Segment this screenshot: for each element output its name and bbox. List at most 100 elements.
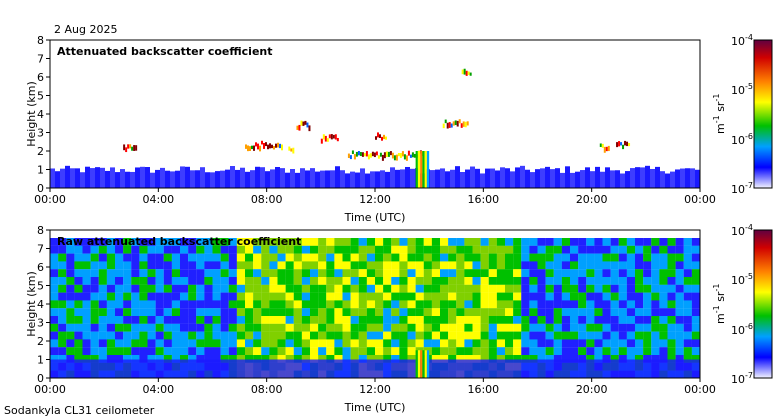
raw-noise-cell: [440, 300, 449, 309]
cloud-cell: [298, 124, 301, 131]
raw-noise-cell: [480, 316, 489, 324]
raw-noise-cell: [261, 339, 270, 348]
raw-noise-cell: [578, 355, 587, 363]
raw-noise-cell: [228, 292, 237, 301]
raw-noise-cell: [50, 292, 59, 301]
x-tick-label: 00:00: [684, 193, 716, 206]
raw-noise-cell: [188, 316, 197, 324]
raw-noise-cell: [578, 316, 587, 324]
raw-noise-cell: [50, 308, 59, 317]
raw-noise-cell: [188, 261, 197, 270]
raw-noise-cell: [334, 355, 343, 363]
y-tick-label: 2: [37, 335, 44, 348]
raw-noise-cell: [472, 323, 481, 332]
raw-noise-cell: [326, 339, 335, 348]
raw-noise-cell: [399, 308, 408, 317]
raw-noise-cell: [58, 245, 67, 254]
raw-noise-cell: [66, 323, 75, 332]
raw-noise-cell: [180, 308, 189, 317]
raw-noise-cell: [464, 323, 473, 332]
raw-noise-cell: [505, 269, 514, 278]
raw-noise-cell: [301, 323, 311, 332]
cloud-cell: [251, 145, 253, 150]
raw-noise-cell: [171, 331, 181, 340]
raw-noise-cell: [269, 316, 278, 324]
raw-noise-cell: [269, 277, 278, 285]
raw-noise-cell: [423, 323, 432, 332]
cloud-cell: [450, 123, 453, 128]
raw-noise-cell: [618, 253, 627, 262]
raw-noise-cell: [139, 284, 148, 293]
raw-noise-cell: [521, 284, 530, 293]
cloud-cell: [460, 123, 463, 128]
raw-noise-cell: [553, 269, 562, 278]
raw-noise-cell: [529, 339, 538, 348]
raw-noise-cell: [334, 284, 343, 293]
cb2-tick-1: 10-5: [731, 272, 753, 287]
boundary-layer-cell: [165, 170, 170, 188]
boundary-layer-cell: [575, 171, 580, 188]
raw-noise-cell: [261, 253, 270, 262]
cloud-cell: [131, 146, 134, 151]
raw-noise-cell: [691, 300, 701, 309]
raw-noise-cell: [196, 238, 205, 246]
raw-noise-cell: [407, 277, 416, 285]
raw-noise-cell: [626, 355, 636, 363]
raw-noise-cell: [74, 284, 83, 293]
raw-noise-cell: [496, 300, 506, 309]
raw-noise-cell: [683, 245, 692, 254]
raw-noise-cell: [171, 292, 181, 301]
raw-noise-cell: [180, 292, 189, 301]
raw-noise-cell: [131, 347, 140, 356]
raw-noise-cell: [293, 245, 302, 254]
raw-noise-cell: [74, 339, 83, 348]
raw-noise-cell: [505, 316, 514, 324]
raw-noise-cell: [683, 355, 692, 363]
raw-noise-cell: [464, 331, 473, 340]
raw-noise-cell: [106, 292, 116, 301]
raw-noise-cell: [318, 316, 327, 324]
raw-noise-cell: [220, 277, 229, 285]
raw-noise-cell: [90, 269, 99, 278]
raw-noise-cell: [253, 300, 262, 309]
raw-noise-cell: [115, 339, 124, 348]
boundary-layer-cell: [410, 168, 415, 188]
raw-noise-cell: [472, 269, 481, 278]
raw-noise-cell: [228, 277, 237, 285]
raw-noise-cell: [236, 323, 246, 332]
raw-noise-cell: [123, 253, 132, 262]
raw-noise-cell: [74, 269, 83, 278]
raw-noise-cell: [586, 269, 595, 278]
raw-noise-cell: [472, 355, 481, 363]
precipitation-stripe: [420, 350, 423, 378]
raw-noise-cell: [545, 292, 554, 301]
raw-noise-cell: [480, 347, 489, 356]
raw-noise-cell: [667, 253, 676, 262]
raw-noise-cell: [440, 269, 449, 278]
raw-noise-cell: [635, 292, 644, 301]
raw-noise-cell: [334, 339, 343, 348]
raw-noise-cell: [513, 238, 522, 246]
raw-noise-cell: [375, 347, 384, 356]
raw-noise-cell: [171, 269, 181, 278]
raw-noise-cell: [285, 323, 294, 332]
raw-noise-cell: [318, 355, 327, 363]
raw-noise-cell: [318, 347, 327, 356]
raw-noise-cell: [594, 269, 603, 278]
raw-noise-cell: [334, 238, 343, 246]
raw-noise-cell: [285, 347, 294, 356]
raw-noise-cell: [212, 300, 221, 309]
raw-noise-cell: [610, 269, 619, 278]
raw-noise-cell: [570, 339, 579, 348]
raw-noise-cell: [58, 238, 67, 246]
raw-noise-cell: [610, 245, 619, 254]
raw-noise-cell: [391, 238, 400, 246]
raw-noise-cell: [610, 253, 619, 262]
raw-noise-cell: [228, 269, 237, 278]
raw-noise-cell: [651, 277, 660, 285]
raw-noise-cell: [58, 339, 67, 348]
y-tick-label: 5: [37, 280, 44, 293]
raw-noise-cell: [139, 331, 148, 340]
raw-noise-cell: [350, 316, 359, 324]
